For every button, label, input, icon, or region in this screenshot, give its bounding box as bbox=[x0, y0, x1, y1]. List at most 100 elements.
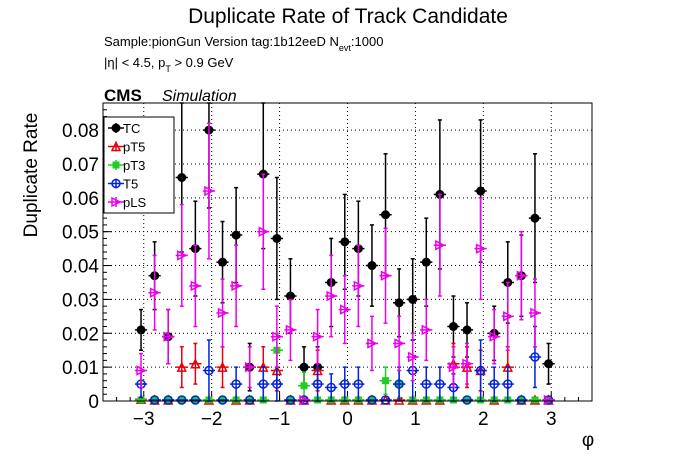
legend-item-pt3: pT3 bbox=[108, 158, 145, 173]
data-point bbox=[163, 395, 173, 405]
grid-lines bbox=[103, 103, 592, 401]
data-point bbox=[530, 307, 541, 319]
data-point bbox=[421, 324, 432, 336]
data-point bbox=[381, 210, 391, 220]
data-point bbox=[489, 331, 500, 342]
y-tick-label: 0.02 bbox=[62, 324, 99, 345]
data-point bbox=[300, 382, 308, 390]
data-point bbox=[326, 382, 336, 393]
x-tick-label: −1 bbox=[269, 409, 291, 430]
data-point bbox=[435, 240, 446, 251]
data-point bbox=[340, 304, 351, 315]
data-point bbox=[136, 325, 146, 335]
x-tick-label: −2 bbox=[201, 409, 223, 430]
data-point bbox=[462, 358, 473, 369]
data-point bbox=[531, 396, 539, 404]
data-point bbox=[503, 311, 514, 322]
data-point bbox=[530, 352, 540, 362]
x-tick-label: 0 bbox=[342, 409, 353, 430]
info-line-1-sub: evt bbox=[339, 43, 352, 53]
data-point bbox=[231, 280, 242, 292]
data-point bbox=[516, 270, 528, 281]
series-pls bbox=[134, 122, 555, 406]
data-point bbox=[489, 379, 499, 389]
data-point bbox=[137, 396, 145, 404]
legend-label: pT5 bbox=[123, 140, 145, 155]
data-point bbox=[163, 331, 174, 342]
data-point bbox=[475, 243, 487, 254]
data-point bbox=[544, 359, 554, 369]
data-point bbox=[112, 161, 120, 169]
info-line-2-sub: T bbox=[165, 64, 171, 74]
y-tick-label: 0.04 bbox=[62, 257, 99, 278]
data-point bbox=[408, 294, 418, 304]
y-tick-label: 0.05 bbox=[62, 223, 99, 244]
data-point bbox=[367, 261, 377, 271]
y-tick-label: 0.06 bbox=[62, 189, 99, 210]
cms-sublabel: Simulation bbox=[162, 88, 237, 105]
data-point bbox=[530, 213, 540, 223]
x-tick-label: −3 bbox=[133, 409, 155, 430]
data-point bbox=[190, 358, 201, 369]
data-point bbox=[272, 379, 282, 389]
data-point bbox=[462, 325, 472, 335]
data-point bbox=[217, 361, 228, 372]
data-point bbox=[217, 307, 229, 319]
data-point bbox=[231, 379, 241, 389]
data-point bbox=[149, 287, 161, 298]
data-point bbox=[111, 196, 122, 208]
info-line-2-suffix: > 0.9 GeV bbox=[171, 55, 234, 70]
y-tick-label: 0.08 bbox=[62, 121, 99, 142]
data-point bbox=[190, 280, 202, 292]
data-point bbox=[394, 298, 404, 308]
data-point bbox=[272, 233, 282, 243]
data-point bbox=[543, 394, 555, 406]
series-layer bbox=[134, 102, 555, 406]
data-point bbox=[272, 331, 283, 342]
data-point bbox=[258, 379, 269, 389]
data-point bbox=[421, 257, 431, 267]
data-point bbox=[285, 395, 296, 405]
legend-item-pls: pLS bbox=[108, 195, 146, 210]
legend-label: pT3 bbox=[123, 158, 145, 173]
data-point bbox=[231, 230, 241, 240]
cms-label: CMS bbox=[104, 86, 142, 105]
data-point bbox=[217, 395, 228, 405]
info-line-1: Sample:pionGun Version tag:1b12eeD Nevt:… bbox=[104, 34, 383, 53]
series-tc bbox=[134, 102, 555, 392]
data-point bbox=[340, 379, 350, 389]
data-point bbox=[312, 331, 324, 342]
data-point bbox=[516, 395, 527, 405]
data-point bbox=[407, 351, 419, 363]
legend-item-pt5: pT5 bbox=[108, 140, 145, 155]
y-tick-label: 0.01 bbox=[62, 358, 99, 379]
x-tick-label: 2 bbox=[478, 409, 489, 430]
data-point bbox=[462, 395, 472, 405]
data-point bbox=[394, 379, 404, 389]
data-point bbox=[435, 379, 445, 389]
legend-item-tc: TC bbox=[108, 121, 140, 136]
data-point bbox=[353, 280, 365, 292]
data-point bbox=[244, 361, 256, 373]
data-point bbox=[177, 173, 187, 182]
data-point bbox=[394, 338, 405, 349]
legend-label: pLS bbox=[123, 195, 146, 210]
data-point bbox=[421, 379, 432, 389]
axis-ticks: −3 −2 −1 0 1 2 3 0 0.01 0.02 0.03 0.04 0.05 0.06 0.07 0… bbox=[62, 109, 579, 430]
data-point bbox=[177, 395, 187, 405]
plot-frame bbox=[102, 102, 593, 402]
y-axis-label: Duplicate Rate bbox=[21, 113, 42, 238]
data-point bbox=[475, 365, 486, 376]
data-point bbox=[367, 338, 378, 349]
data-point bbox=[149, 395, 160, 405]
data-point bbox=[380, 395, 391, 405]
data-point bbox=[326, 290, 337, 302]
data-point bbox=[299, 362, 309, 372]
data-point bbox=[177, 250, 188, 261]
data-point bbox=[380, 270, 392, 281]
info-line-2: |η| < 4.5, pT > 0.9 GeV bbox=[104, 55, 234, 74]
series-t5 bbox=[134, 325, 555, 405]
info-line-2-prefix: |η| < 4.5, p bbox=[104, 55, 165, 70]
x-axis-label: φ bbox=[582, 430, 594, 451]
